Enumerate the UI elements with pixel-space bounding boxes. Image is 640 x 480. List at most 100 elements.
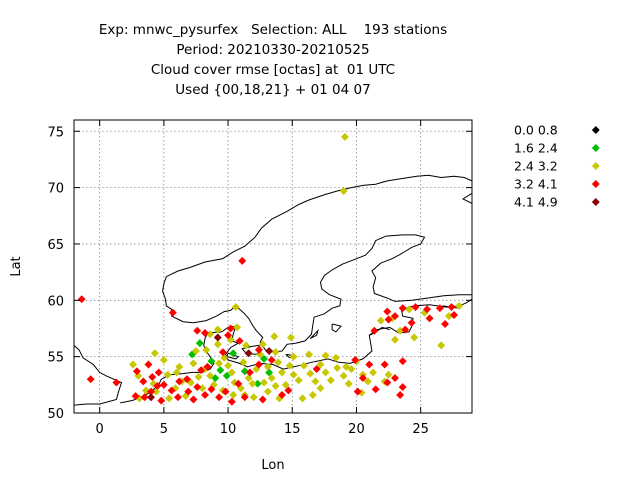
data-point bbox=[131, 392, 140, 401]
data-point bbox=[112, 378, 121, 387]
data-point bbox=[447, 303, 456, 312]
coastline bbox=[369, 326, 390, 336]
data-point bbox=[326, 376, 335, 385]
data-point bbox=[369, 368, 378, 377]
data-point bbox=[308, 391, 317, 399]
data-point bbox=[129, 360, 138, 369]
data-point bbox=[226, 324, 235, 333]
data-point bbox=[233, 323, 242, 332]
data-point bbox=[150, 349, 159, 358]
data-point bbox=[189, 395, 198, 404]
data-point bbox=[244, 349, 253, 358]
legend-marker bbox=[591, 144, 600, 152]
data-point bbox=[267, 356, 276, 364]
data-point bbox=[353, 387, 362, 396]
data-point bbox=[331, 353, 340, 362]
title-line: Period: 20210330-20210525 bbox=[176, 42, 370, 58]
legend-label: 3.2 4.1 bbox=[514, 177, 558, 192]
data-point bbox=[175, 377, 184, 386]
data-point bbox=[258, 340, 267, 349]
data-point bbox=[183, 375, 191, 384]
data-point bbox=[298, 394, 307, 403]
data-point bbox=[224, 361, 233, 370]
data-point bbox=[168, 308, 177, 317]
data-point bbox=[340, 132, 349, 141]
data-point bbox=[139, 377, 148, 386]
data-point bbox=[289, 352, 298, 361]
plot-frame bbox=[73, 119, 473, 414]
data-point bbox=[148, 372, 157, 381]
data-point bbox=[391, 312, 399, 321]
data-point bbox=[235, 336, 244, 345]
data-point bbox=[201, 390, 209, 399]
data-point bbox=[423, 305, 432, 314]
axis-ticks: 0 5 10 15 20 25 50 55 60 65 70 75 bbox=[47, 120, 472, 437]
data-point bbox=[248, 379, 257, 388]
data-point bbox=[258, 395, 267, 404]
data-point bbox=[229, 349, 238, 358]
data-point bbox=[249, 393, 258, 402]
coastline bbox=[74, 345, 123, 406]
data-point bbox=[437, 341, 446, 350]
data-point bbox=[201, 329, 209, 337]
data-point bbox=[153, 381, 162, 390]
data-point bbox=[253, 379, 262, 388]
title-line: Cloud cover rmse [octas] at 01 UTC bbox=[150, 62, 396, 78]
data-point bbox=[77, 295, 86, 304]
x-tick-label: 25 bbox=[412, 422, 429, 437]
data-point bbox=[441, 320, 450, 328]
data-point bbox=[444, 312, 453, 321]
data-point bbox=[194, 372, 203, 381]
data-point bbox=[206, 371, 215, 380]
data-point bbox=[192, 347, 200, 355]
data-point bbox=[398, 357, 407, 366]
data-point bbox=[278, 368, 286, 377]
data-point bbox=[294, 376, 303, 385]
data-point bbox=[238, 256, 247, 265]
data-point bbox=[312, 365, 321, 373]
data-point bbox=[265, 347, 274, 356]
data-point bbox=[267, 374, 276, 383]
title-line: Exp: mnwc_pysurfex Selection: ALL 193 st… bbox=[98, 22, 448, 38]
data-point bbox=[263, 387, 272, 396]
data-point bbox=[287, 333, 295, 342]
data-point bbox=[285, 361, 294, 370]
data-point bbox=[364, 377, 372, 386]
data-point bbox=[376, 316, 385, 325]
y-tick-label: 70 bbox=[47, 182, 64, 197]
data-point bbox=[391, 335, 399, 344]
data-point bbox=[263, 362, 272, 371]
data-point bbox=[260, 378, 268, 387]
y-tick-label: 75 bbox=[47, 125, 64, 140]
data-point bbox=[371, 385, 380, 394]
data-point bbox=[316, 360, 325, 369]
data-point bbox=[401, 325, 410, 334]
data-point bbox=[206, 330, 215, 339]
data-point bbox=[425, 314, 434, 323]
data-point bbox=[383, 378, 392, 387]
data-point bbox=[154, 368, 163, 377]
y-tick-label: 55 bbox=[47, 351, 64, 366]
data-point bbox=[358, 374, 367, 383]
data-points bbox=[77, 132, 464, 406]
x-axis-label: Lon bbox=[261, 458, 284, 473]
data-point bbox=[306, 369, 315, 378]
data-point bbox=[299, 361, 308, 370]
coastline bbox=[331, 323, 342, 333]
legend-marker bbox=[591, 198, 600, 206]
data-point bbox=[396, 326, 405, 335]
legend-marker bbox=[591, 126, 600, 134]
data-point bbox=[396, 391, 405, 399]
data-point bbox=[274, 358, 283, 367]
data-point bbox=[398, 383, 407, 392]
legend-marker bbox=[591, 162, 600, 170]
data-point bbox=[281, 380, 290, 389]
data-point bbox=[157, 396, 166, 405]
y-tick-label: 65 bbox=[47, 238, 64, 253]
x-tick-label: 0 bbox=[96, 422, 104, 437]
data-point bbox=[455, 301, 464, 310]
data-point bbox=[213, 333, 222, 342]
data-point bbox=[271, 348, 280, 357]
data-point bbox=[207, 357, 216, 366]
